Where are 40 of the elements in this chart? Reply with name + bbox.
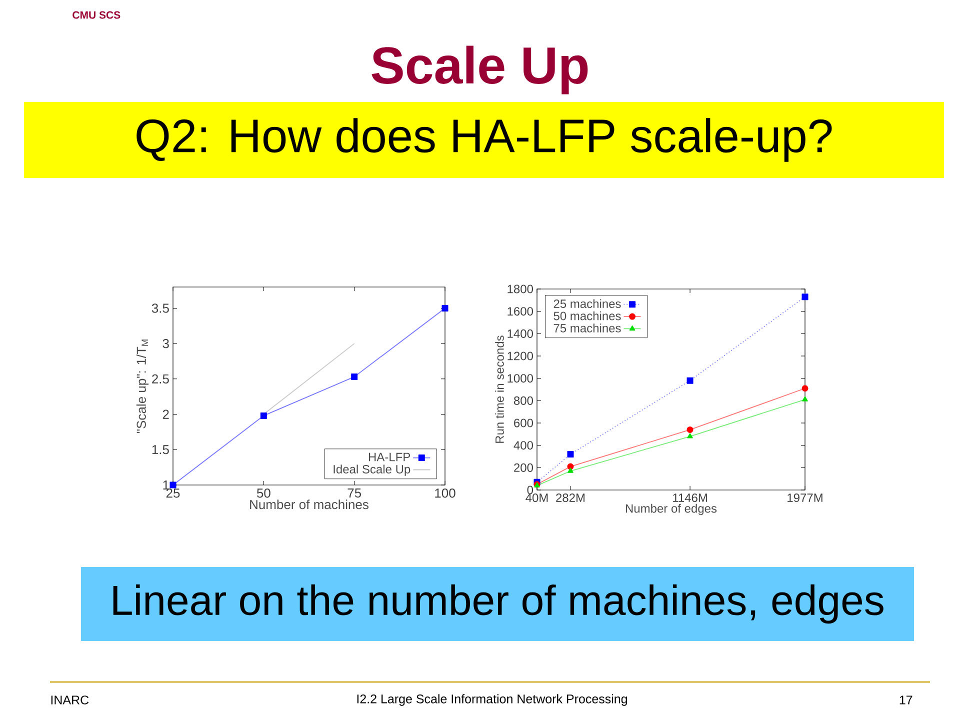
x-axis-title: Number of edges xyxy=(626,504,717,516)
y-tick-label: 2.5 xyxy=(152,374,169,384)
y-tick-label: 800 xyxy=(514,396,534,405)
legend-label: 25 machines xyxy=(554,299,621,308)
y-tick-label: 3.5 xyxy=(152,304,169,313)
text: Q2: How does HA-LFP scale-up? xyxy=(136,118,832,162)
x-axis-title: Number of machines xyxy=(250,500,368,510)
y-tick-label: 1400 xyxy=(508,329,534,338)
y-axis-title: Run time in seconds xyxy=(495,336,504,443)
x-tick-label: 25 xyxy=(166,488,180,498)
y-tick-label: 600 xyxy=(514,418,534,428)
y-tick-label: 0 xyxy=(527,486,534,494)
y-axis-title: "Scale up": 1/T$_{M}$ xyxy=(136,340,149,434)
text: INARC xyxy=(51,696,89,704)
y-tick-label: 200 xyxy=(514,463,534,472)
y-tick-label: 1000 xyxy=(508,374,534,383)
x-tick-label: 40M xyxy=(526,494,548,502)
y-tick-label: 1.5 xyxy=(152,445,169,454)
y-tick-label: 400 xyxy=(514,441,534,450)
y-tick-label: 1 xyxy=(163,480,169,490)
legend-label: Ideal Scale Up xyxy=(334,464,410,476)
x-tick-label: 1977M xyxy=(788,494,822,502)
text: Scale Up xyxy=(372,46,588,94)
x-tick-label: 282M xyxy=(556,494,584,502)
x-tick-label: 75 xyxy=(348,488,362,498)
y-tick-label: 2 xyxy=(162,410,169,419)
legend-label: 50 machines xyxy=(554,311,621,320)
text: Linear on the number of machines, edges xyxy=(113,584,884,624)
y-tick-label: 1800 xyxy=(508,284,534,294)
legend-label: 75 machines xyxy=(554,324,621,332)
x-tick-label: 1146M xyxy=(673,494,707,502)
legend-label: HA-LFP xyxy=(368,452,410,462)
y-tick-label: 1200 xyxy=(508,352,534,360)
text: I2.2 Large Scale Information Network Processing xyxy=(357,694,627,706)
x-tick-label: 100 xyxy=(435,488,456,498)
x-tick-label: 50 xyxy=(256,488,270,498)
text: CMU SCS xyxy=(72,11,120,19)
y-tick-label: 3 xyxy=(162,338,169,348)
y-tick-label: 1600 xyxy=(508,307,534,316)
text: 17 xyxy=(900,696,912,704)
